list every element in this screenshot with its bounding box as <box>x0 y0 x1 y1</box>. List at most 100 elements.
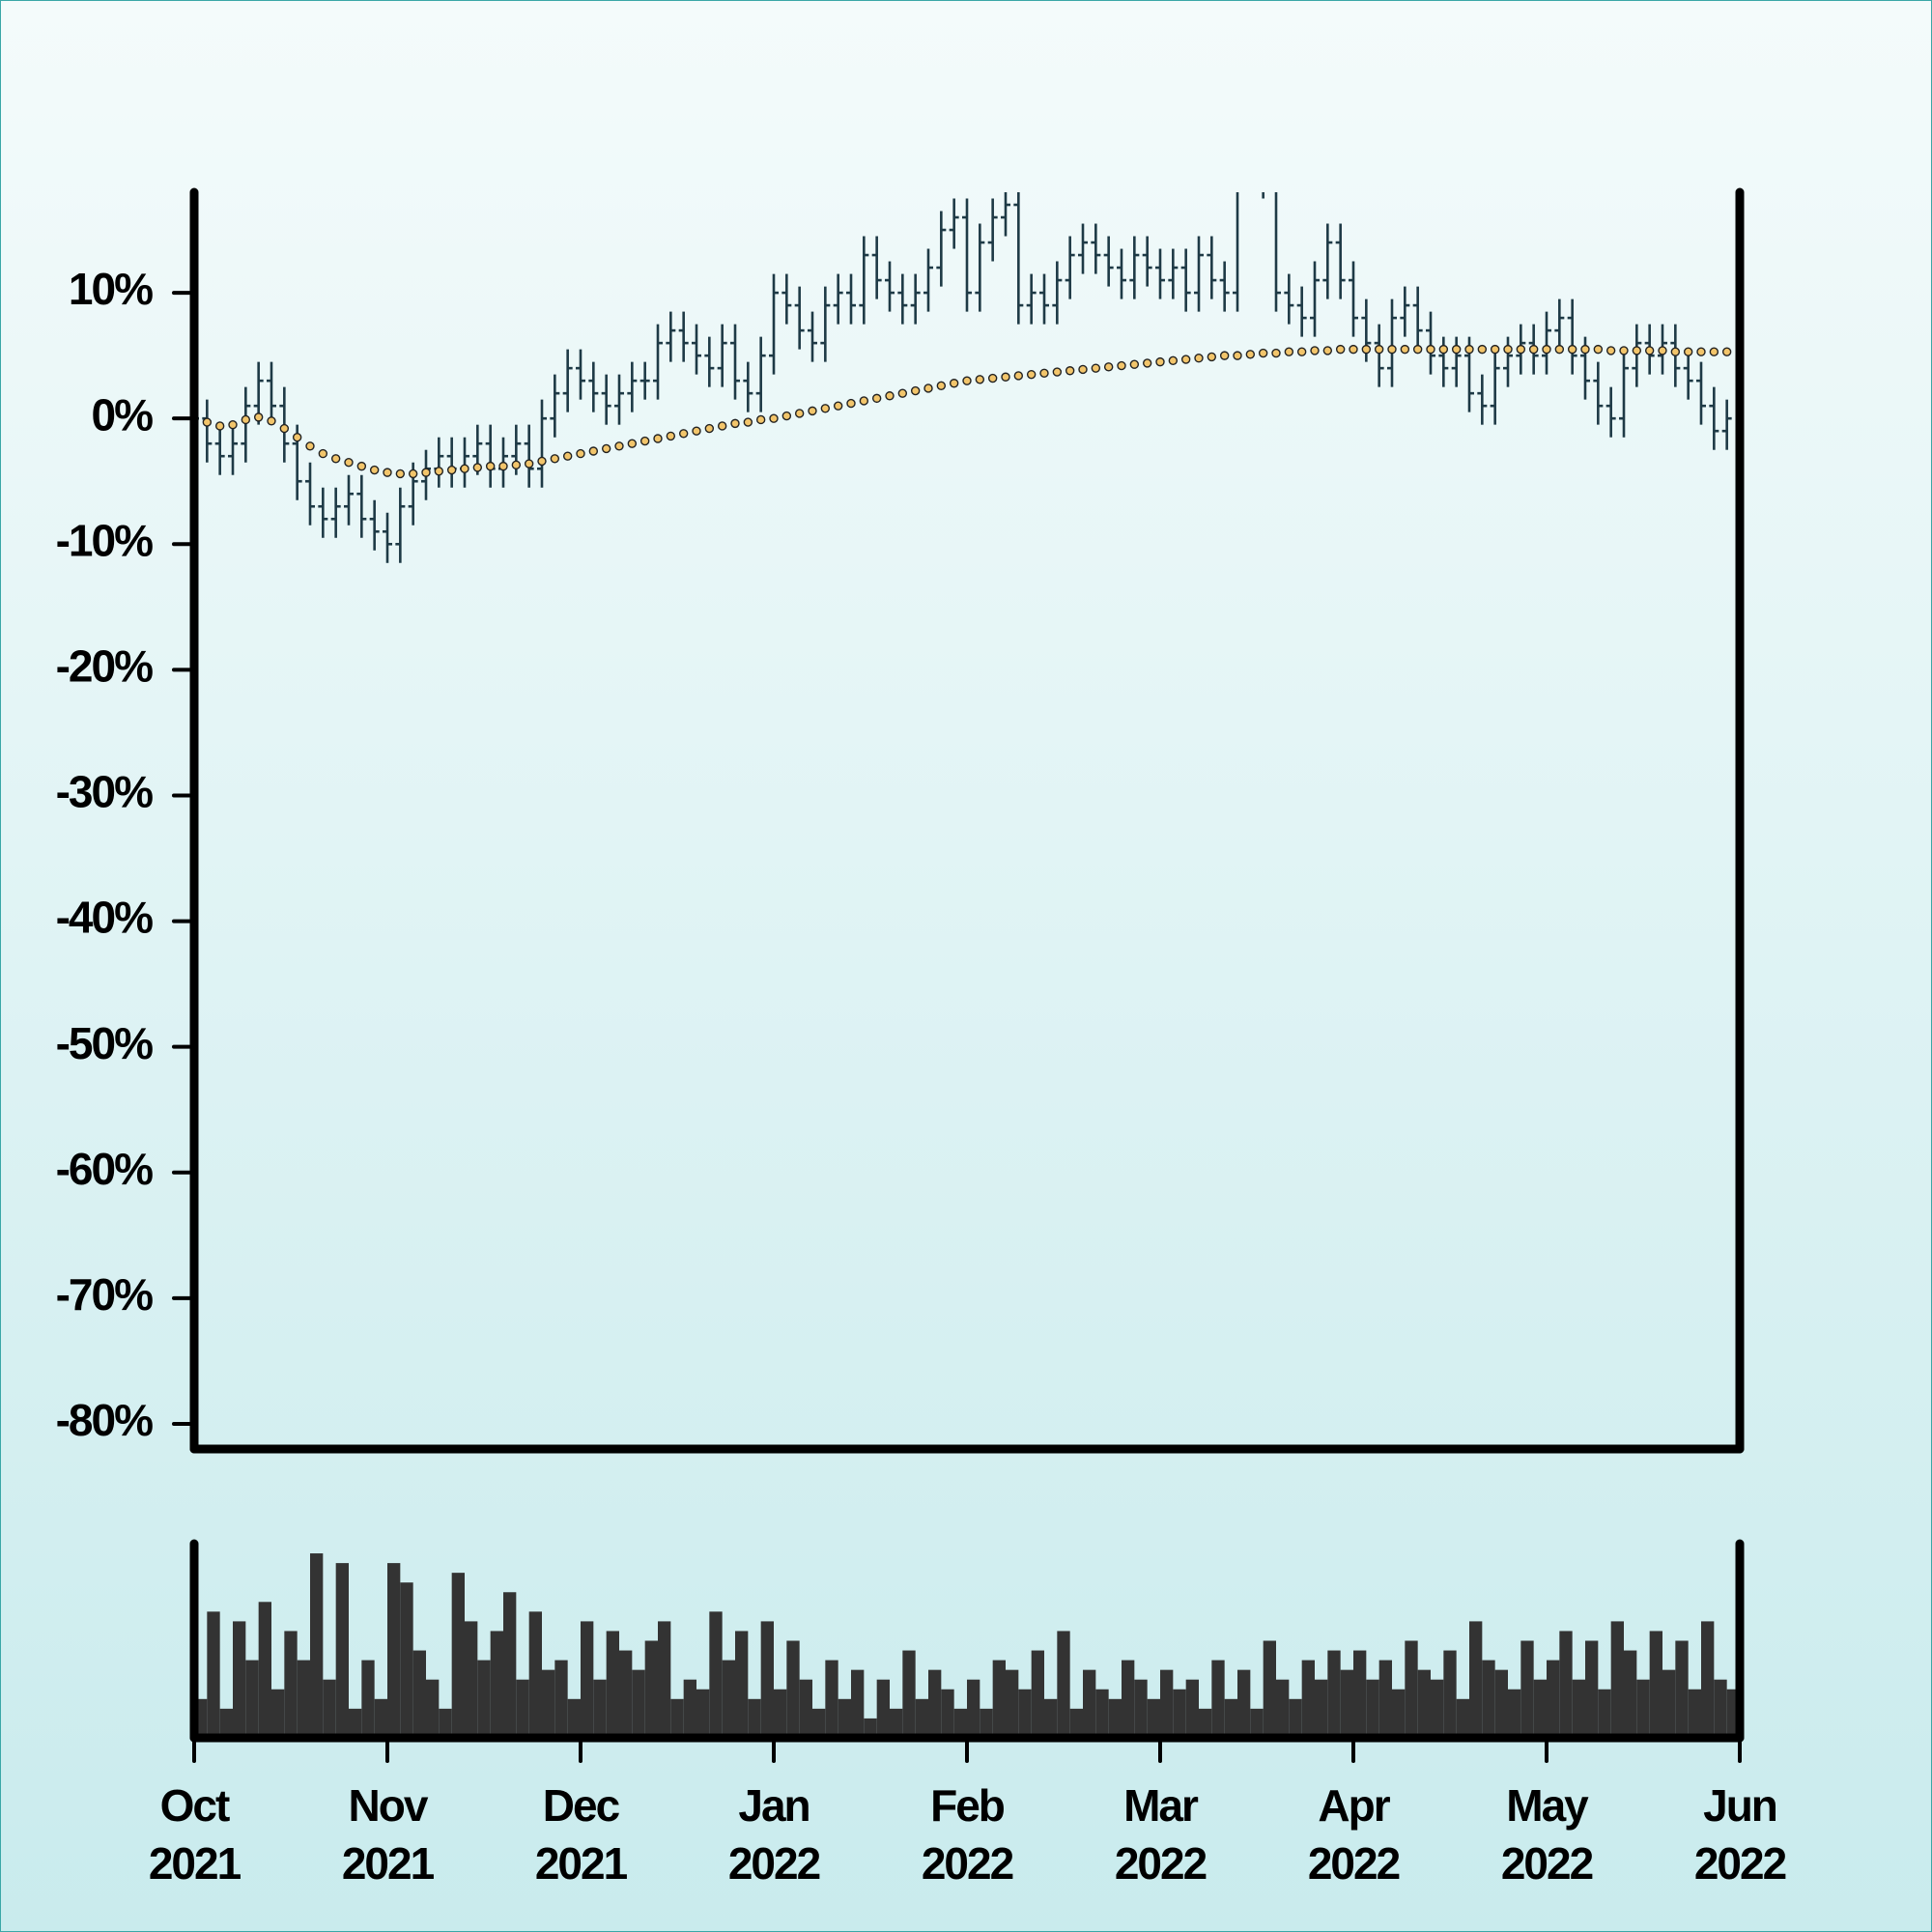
volume-bar <box>1585 1640 1599 1738</box>
volume-bar <box>1353 1650 1367 1738</box>
moving-average-dot <box>1039 368 1049 379</box>
moving-average-dot <box>588 446 599 456</box>
moving-average-dot <box>228 419 238 430</box>
y-tick-label: -70% <box>56 1269 153 1320</box>
moving-average-dot <box>1721 347 1732 356</box>
volume-bar <box>245 1660 259 1738</box>
volume-bar <box>516 1679 529 1738</box>
volume-bar <box>1701 1621 1715 1738</box>
volume-bar <box>567 1698 581 1738</box>
moving-average-dot <box>1194 354 1204 363</box>
volume-bar <box>593 1679 607 1738</box>
volume-bar <box>528 1611 542 1738</box>
volume-bar <box>335 1563 349 1738</box>
moving-average-dot <box>987 373 998 384</box>
moving-average-dot <box>910 385 921 396</box>
moving-average-dot <box>524 459 534 469</box>
volume-bar <box>1469 1621 1483 1738</box>
volume-bar <box>1083 1669 1096 1738</box>
moving-average-dot <box>1451 344 1462 355</box>
moving-average-dot <box>330 454 341 464</box>
moving-average-dot <box>369 465 380 475</box>
volume-bar <box>1044 1698 1058 1738</box>
volume-bar <box>1392 1689 1406 1738</box>
moving-average-dot <box>1528 344 1539 355</box>
moving-average-dot <box>1387 344 1397 355</box>
x-tick-label: Apr 2022 <box>1307 1780 1401 1889</box>
volume-bar <box>644 1640 658 1738</box>
volume-bar <box>387 1563 401 1738</box>
moving-average-dot <box>1477 344 1488 355</box>
volume-bar <box>941 1689 954 1738</box>
volume-bar <box>851 1669 865 1738</box>
volume-bar <box>864 1718 877 1738</box>
volume-bar <box>1301 1660 1315 1738</box>
volume-bar <box>426 1679 440 1738</box>
volume-bar <box>928 1669 942 1738</box>
volume-bar <box>1572 1679 1585 1738</box>
moving-average-dot <box>356 461 367 471</box>
volume-bar <box>1276 1679 1290 1738</box>
volume-bar <box>799 1679 812 1738</box>
moving-average-dot <box>1709 347 1719 356</box>
moving-average-dot <box>1129 359 1140 369</box>
moving-average-dot <box>1091 363 1101 373</box>
y-tick-label: -10% <box>56 515 153 565</box>
moving-average-dot <box>1078 364 1088 375</box>
volume-bar <box>323 1679 336 1738</box>
moving-average-dot <box>279 423 290 434</box>
volume-bar <box>465 1621 478 1738</box>
volume-bar <box>953 1708 967 1738</box>
moving-average-dot <box>446 465 457 475</box>
x-tick-label: Nov 2021 <box>341 1780 435 1889</box>
volume-bar <box>619 1650 633 1738</box>
moving-average-dot <box>1245 350 1256 359</box>
moving-average-dot <box>755 414 766 425</box>
volume-bar <box>1559 1631 1573 1738</box>
moving-average-dot <box>1542 344 1551 355</box>
volume-bar <box>915 1698 928 1738</box>
moving-average-dot <box>833 401 843 411</box>
axes <box>172 187 1745 1763</box>
volume-bar <box>1482 1660 1495 1738</box>
volume-bar <box>1456 1698 1469 1738</box>
moving-average-dot <box>1658 346 1667 355</box>
volume-bar <box>542 1669 555 1738</box>
volume-bar <box>748 1698 761 1738</box>
volume-bar <box>1095 1689 1109 1738</box>
moving-average-dot <box>639 436 650 446</box>
moving-average-dot <box>1490 344 1500 355</box>
x-tick-label: Dec 2021 <box>534 1780 628 1889</box>
volume-bar <box>606 1631 619 1738</box>
volume-bar <box>1122 1660 1135 1738</box>
volume-bar <box>980 1708 993 1738</box>
volume-bar <box>284 1631 298 1738</box>
moving-average-dot <box>1503 344 1513 355</box>
x-tick-label: Jun 2022 <box>1693 1780 1787 1889</box>
moving-average-dot <box>1155 356 1165 367</box>
moving-average-dot <box>1271 348 1281 358</box>
volume-bar <box>1315 1679 1328 1738</box>
moving-average-dot <box>923 384 933 393</box>
volume-bar <box>1289 1698 1302 1738</box>
volume-bar <box>451 1573 465 1738</box>
moving-average-dot <box>885 391 895 401</box>
moving-average-dot <box>704 423 715 434</box>
volume-bar <box>1533 1679 1547 1738</box>
volume-bar <box>1147 1698 1160 1738</box>
volume-bar <box>722 1660 735 1738</box>
moving-average-dot <box>395 469 406 479</box>
volume-bar <box>349 1708 362 1738</box>
volume-bar <box>1688 1689 1701 1738</box>
moving-average-dot <box>820 404 831 413</box>
moving-average-dot <box>1567 344 1577 355</box>
volume-bar <box>1018 1689 1032 1738</box>
moving-average-dot <box>1026 369 1037 380</box>
moving-average-dot <box>794 409 805 418</box>
volume-bar <box>1340 1669 1353 1738</box>
y-tick-label: -40% <box>56 893 153 943</box>
volume-bar <box>1431 1679 1444 1738</box>
volume-bar <box>1366 1679 1379 1738</box>
volume-bar <box>632 1669 645 1738</box>
volume-bar <box>503 1592 517 1738</box>
